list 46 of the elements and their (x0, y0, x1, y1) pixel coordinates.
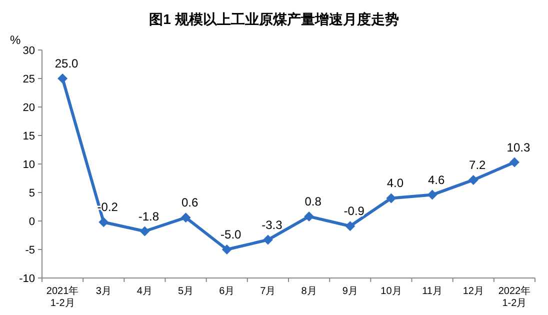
y-tick-label: 15 (22, 130, 35, 142)
y-tick-label: -5 (25, 244, 35, 256)
x-tick-label: 12月 (462, 286, 484, 297)
x-tick-label: 10月 (380, 286, 402, 297)
y-tick-label: 10 (22, 159, 35, 171)
x-tick-label: 2021年 1-2月 (46, 285, 79, 309)
data-label: 4.0 (386, 176, 404, 190)
point (98, 217, 109, 228)
point (180, 212, 191, 223)
x-tick-label: 2022年 1-2月 (498, 285, 531, 309)
x-tick-label: 3月 (96, 286, 112, 297)
y-tick-label: 25 (22, 74, 35, 86)
data-label: 25.0 (54, 56, 79, 70)
point (345, 221, 356, 232)
point (468, 174, 478, 185)
x-tick-label: 11月 (422, 286, 442, 297)
point (304, 211, 314, 222)
data-label: -0.9 (344, 204, 365, 218)
data-label: 0.6 (181, 196, 198, 210)
point (427, 190, 438, 200)
x-tick-label: 4月 (136, 286, 152, 297)
data-label: -5.0 (220, 228, 242, 242)
y-tick-label: 5 (28, 188, 35, 200)
x-tick-label: 7月 (260, 286, 276, 297)
x-tick-label: 9月 (342, 286, 358, 297)
data-label: 0.8 (304, 194, 322, 208)
y-axis-title: % (10, 33, 21, 47)
data-label: -3.3 (262, 218, 283, 232)
data-label: -1.8 (138, 209, 160, 224)
point (58, 74, 68, 84)
point (140, 226, 150, 236)
data-label: 4.6 (428, 172, 445, 187)
point (262, 234, 273, 245)
x-tick-label: 5月 (178, 286, 194, 297)
point (509, 157, 520, 168)
data-label: 10.3 (506, 140, 530, 154)
y-tick-label: 30 (22, 45, 35, 57)
y-tick-label: 20 (22, 102, 35, 114)
point (386, 193, 396, 204)
x-tick-label: 6月 (219, 286, 235, 297)
chart-title: 图1 规模以上工业原煤产量增速月度走势 (149, 11, 399, 27)
y-tick-label: 0 (28, 216, 35, 228)
y-tick-label: -10 (19, 273, 35, 285)
x-tick-label: 8月 (301, 286, 317, 297)
point (222, 244, 232, 254)
data-label: 7.2 (469, 158, 486, 172)
